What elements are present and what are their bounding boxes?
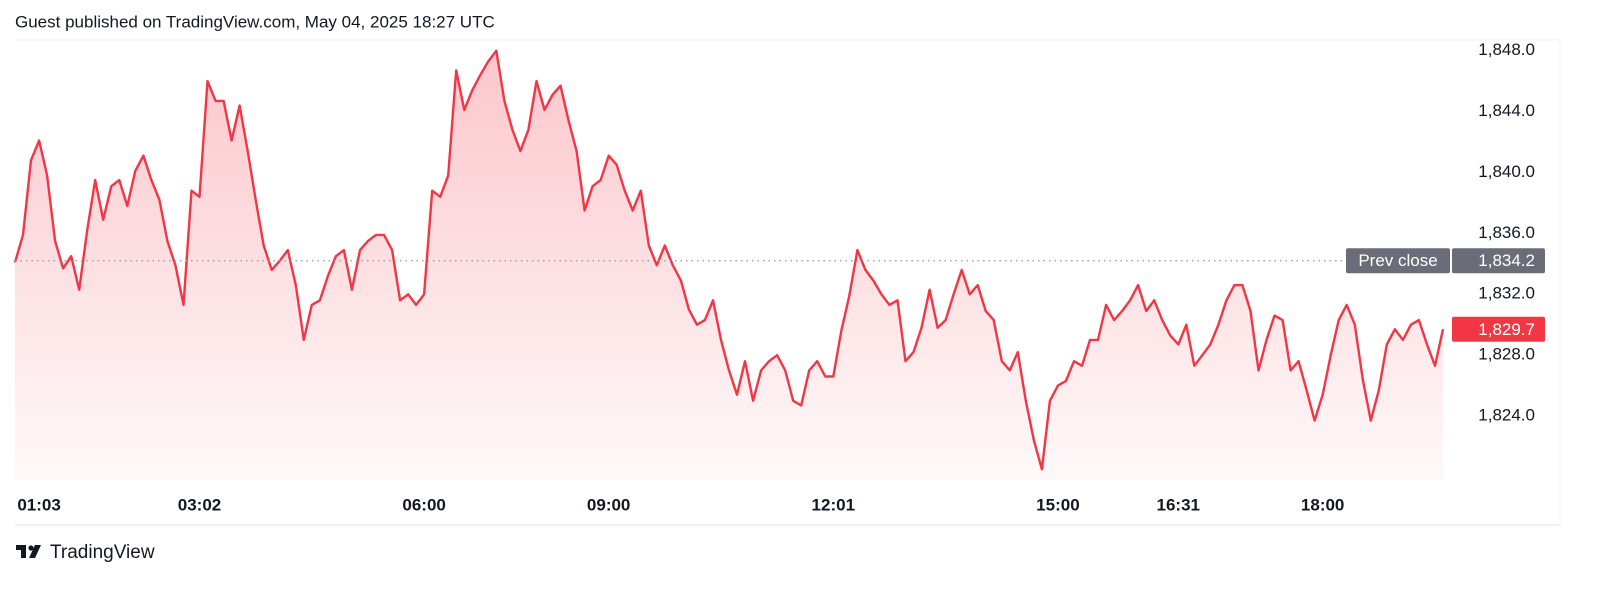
y-tick-label: 1,848.0 bbox=[1478, 40, 1535, 59]
price-line bbox=[13, 49, 1445, 471]
prev-close-name: Prev close bbox=[1358, 251, 1437, 270]
y-tick-label: 1,844.0 bbox=[1478, 101, 1535, 120]
footer-brand: TradingView bbox=[50, 542, 155, 563]
prev-close-value-badge bbox=[1452, 248, 1545, 274]
x-tick-label: 12:01 bbox=[812, 495, 855, 514]
x-tick-label: 03:02 bbox=[178, 495, 221, 514]
y-tick-label: 1,828.0 bbox=[1478, 345, 1535, 364]
y-tick-label: 1,832.0 bbox=[1478, 284, 1535, 303]
header: Guest published on TradingView.com, May … bbox=[15, 12, 495, 31]
x-tick-label: 16:31 bbox=[1157, 495, 1200, 514]
x-tick-label: 06:00 bbox=[402, 495, 445, 514]
x-tick-label: 09:00 bbox=[587, 495, 630, 514]
x-tick-label: 15:00 bbox=[1036, 495, 1079, 514]
x-tick-label: 18:00 bbox=[1301, 495, 1344, 514]
y-tick-label: 1,840.0 bbox=[1478, 162, 1535, 181]
last-price-badge bbox=[1452, 316, 1545, 342]
logo bbox=[16, 545, 41, 558]
last-price-label: 1,829.7 bbox=[1478, 320, 1535, 339]
area-fill bbox=[15, 50, 1443, 480]
prev-close-value: 1,834.2 bbox=[1478, 251, 1535, 270]
prev-close-badge bbox=[1346, 248, 1450, 274]
y-tick-label: 1,836.0 bbox=[1478, 223, 1535, 242]
y-tick-label: 1,824.0 bbox=[1478, 406, 1535, 425]
x-tick-label: 01:03 bbox=[17, 495, 60, 514]
